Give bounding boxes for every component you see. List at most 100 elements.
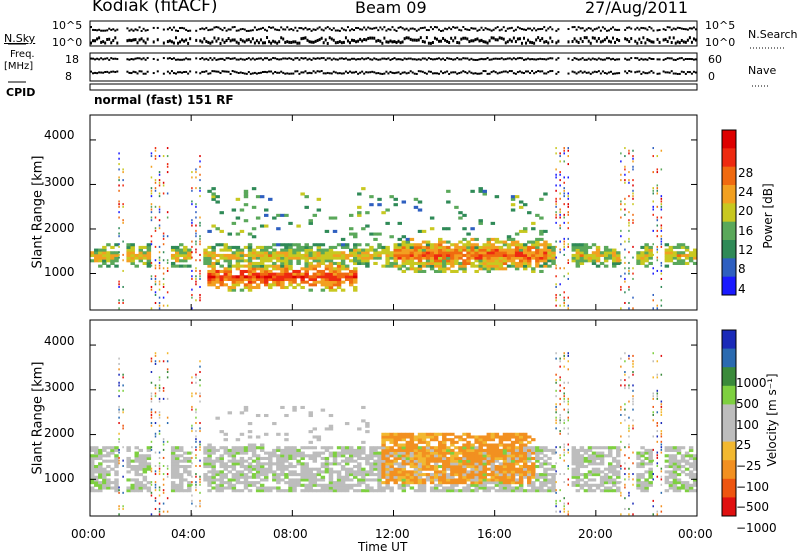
- velocity-cell: [280, 448, 285, 452]
- velocity-noise-mark: [158, 473, 161, 476]
- nsky-point: [531, 29, 534, 32]
- velocity-cell: [239, 475, 245, 479]
- velocity-noise-mark: [191, 513, 193, 516]
- velocity-cell: [401, 478, 407, 482]
- nsky-point: [423, 26, 426, 29]
- power-cell: [494, 245, 500, 249]
- power-cell: [255, 277, 261, 282]
- power-cell: [357, 251, 362, 255]
- velocity-cell: [328, 489, 334, 493]
- velocity-noise-mark: [628, 357, 630, 360]
- nsky-point: [371, 27, 374, 30]
- power-cell: [672, 251, 678, 255]
- velocity-cell: [527, 454, 532, 458]
- freq-point: [393, 57, 396, 60]
- velocity-cell: [421, 481, 427, 485]
- power-cell: [259, 248, 265, 252]
- nsky-point: [353, 29, 356, 32]
- freq-point: [662, 58, 665, 61]
- velocity-cell: [490, 473, 496, 477]
- velocity-cell: [409, 464, 415, 469]
- power-noise-mark: [162, 237, 165, 240]
- power-cell: [518, 200, 524, 204]
- velocity-cell: [94, 489, 99, 493]
- velocity-cell: [340, 451, 346, 455]
- nsky-point: [640, 26, 643, 29]
- power-cell: [98, 264, 103, 268]
- power-cell: [247, 232, 253, 236]
- velocity-noise-mark: [118, 462, 120, 465]
- nave-point: [326, 71, 329, 74]
- velocity-cell: [506, 489, 512, 493]
- power-cell: [365, 243, 370, 247]
- velocity-cell: [595, 456, 601, 461]
- power-cell: [417, 264, 423, 268]
- power-cell: [482, 259, 487, 263]
- velocity-cell: [450, 478, 455, 482]
- power-cell: [454, 248, 459, 252]
- power-noise-mark: [166, 269, 169, 272]
- nsearch-point: [573, 37, 576, 41]
- velocity-cell: [522, 467, 528, 471]
- velocity-cell: [340, 483, 346, 487]
- nave-point: [462, 70, 465, 73]
- velocity-cell: [482, 489, 487, 493]
- power-noise-mark: [652, 253, 654, 256]
- velocity-cell: [98, 483, 103, 487]
- nave-point: [579, 70, 582, 73]
- velocity-cell: [243, 451, 249, 455]
- velocity-noise-mark: [195, 392, 197, 395]
- power-noise-mark: [191, 240, 193, 243]
- velocity-cell: [446, 486, 451, 490]
- freq-point: [217, 58, 220, 61]
- power-noise-mark: [628, 195, 630, 198]
- power-noise-mark: [191, 176, 193, 179]
- velocity-cell: [482, 459, 487, 463]
- velocity-cell: [211, 481, 216, 485]
- velocity-cell: [344, 489, 350, 493]
- velocity-cell: [535, 451, 540, 455]
- velocity-noise-mark: [620, 435, 622, 438]
- nsky-point: [183, 27, 186, 30]
- power-cell: [551, 248, 556, 252]
- power-cell: [255, 272, 261, 276]
- power-cell: [498, 245, 504, 249]
- nave-point: [690, 72, 693, 75]
- velocity-cell: [385, 473, 390, 477]
- velocity-cell: [603, 446, 609, 450]
- velocity-noise-mark: [555, 395, 557, 398]
- velocity-noise-mark: [567, 416, 570, 419]
- power-cell: [114, 251, 119, 255]
- velocity-cell: [377, 462, 382, 466]
- nsky-point: [535, 29, 538, 32]
- velocity-cell: [90, 454, 95, 458]
- freq-point: [630, 57, 633, 60]
- velocity-cell: [373, 467, 378, 471]
- freq-point: [680, 57, 683, 60]
- velocity-noise-mark: [563, 505, 565, 508]
- power-noise-mark: [150, 288, 153, 291]
- power-cell: [308, 267, 313, 271]
- power-cell: [527, 211, 532, 215]
- freq-tick-bottom: 8: [65, 70, 72, 83]
- power-noise-mark: [632, 189, 634, 192]
- power-cell: [514, 243, 520, 247]
- power-cell: [575, 256, 581, 260]
- velocity-noise-mark: [620, 413, 622, 416]
- power-noise-mark: [195, 224, 197, 227]
- power-cell: [110, 253, 115, 257]
- power-cell: [389, 256, 394, 260]
- nsearch-point: [644, 41, 647, 45]
- power-noise-mark: [567, 147, 570, 150]
- velocity-noise-mark: [624, 507, 626, 510]
- velocity-cell: [535, 489, 540, 493]
- velocity-cell: [114, 448, 119, 452]
- freq-point: [427, 57, 430, 60]
- velocity-cell: [243, 478, 249, 482]
- velocity-cell: [324, 459, 330, 463]
- nave-point: [648, 71, 651, 74]
- velocity-cell: [401, 451, 407, 455]
- velocity-noise-mark: [555, 419, 557, 422]
- nsky-point: [442, 29, 445, 32]
- velocity-cell: [336, 478, 342, 482]
